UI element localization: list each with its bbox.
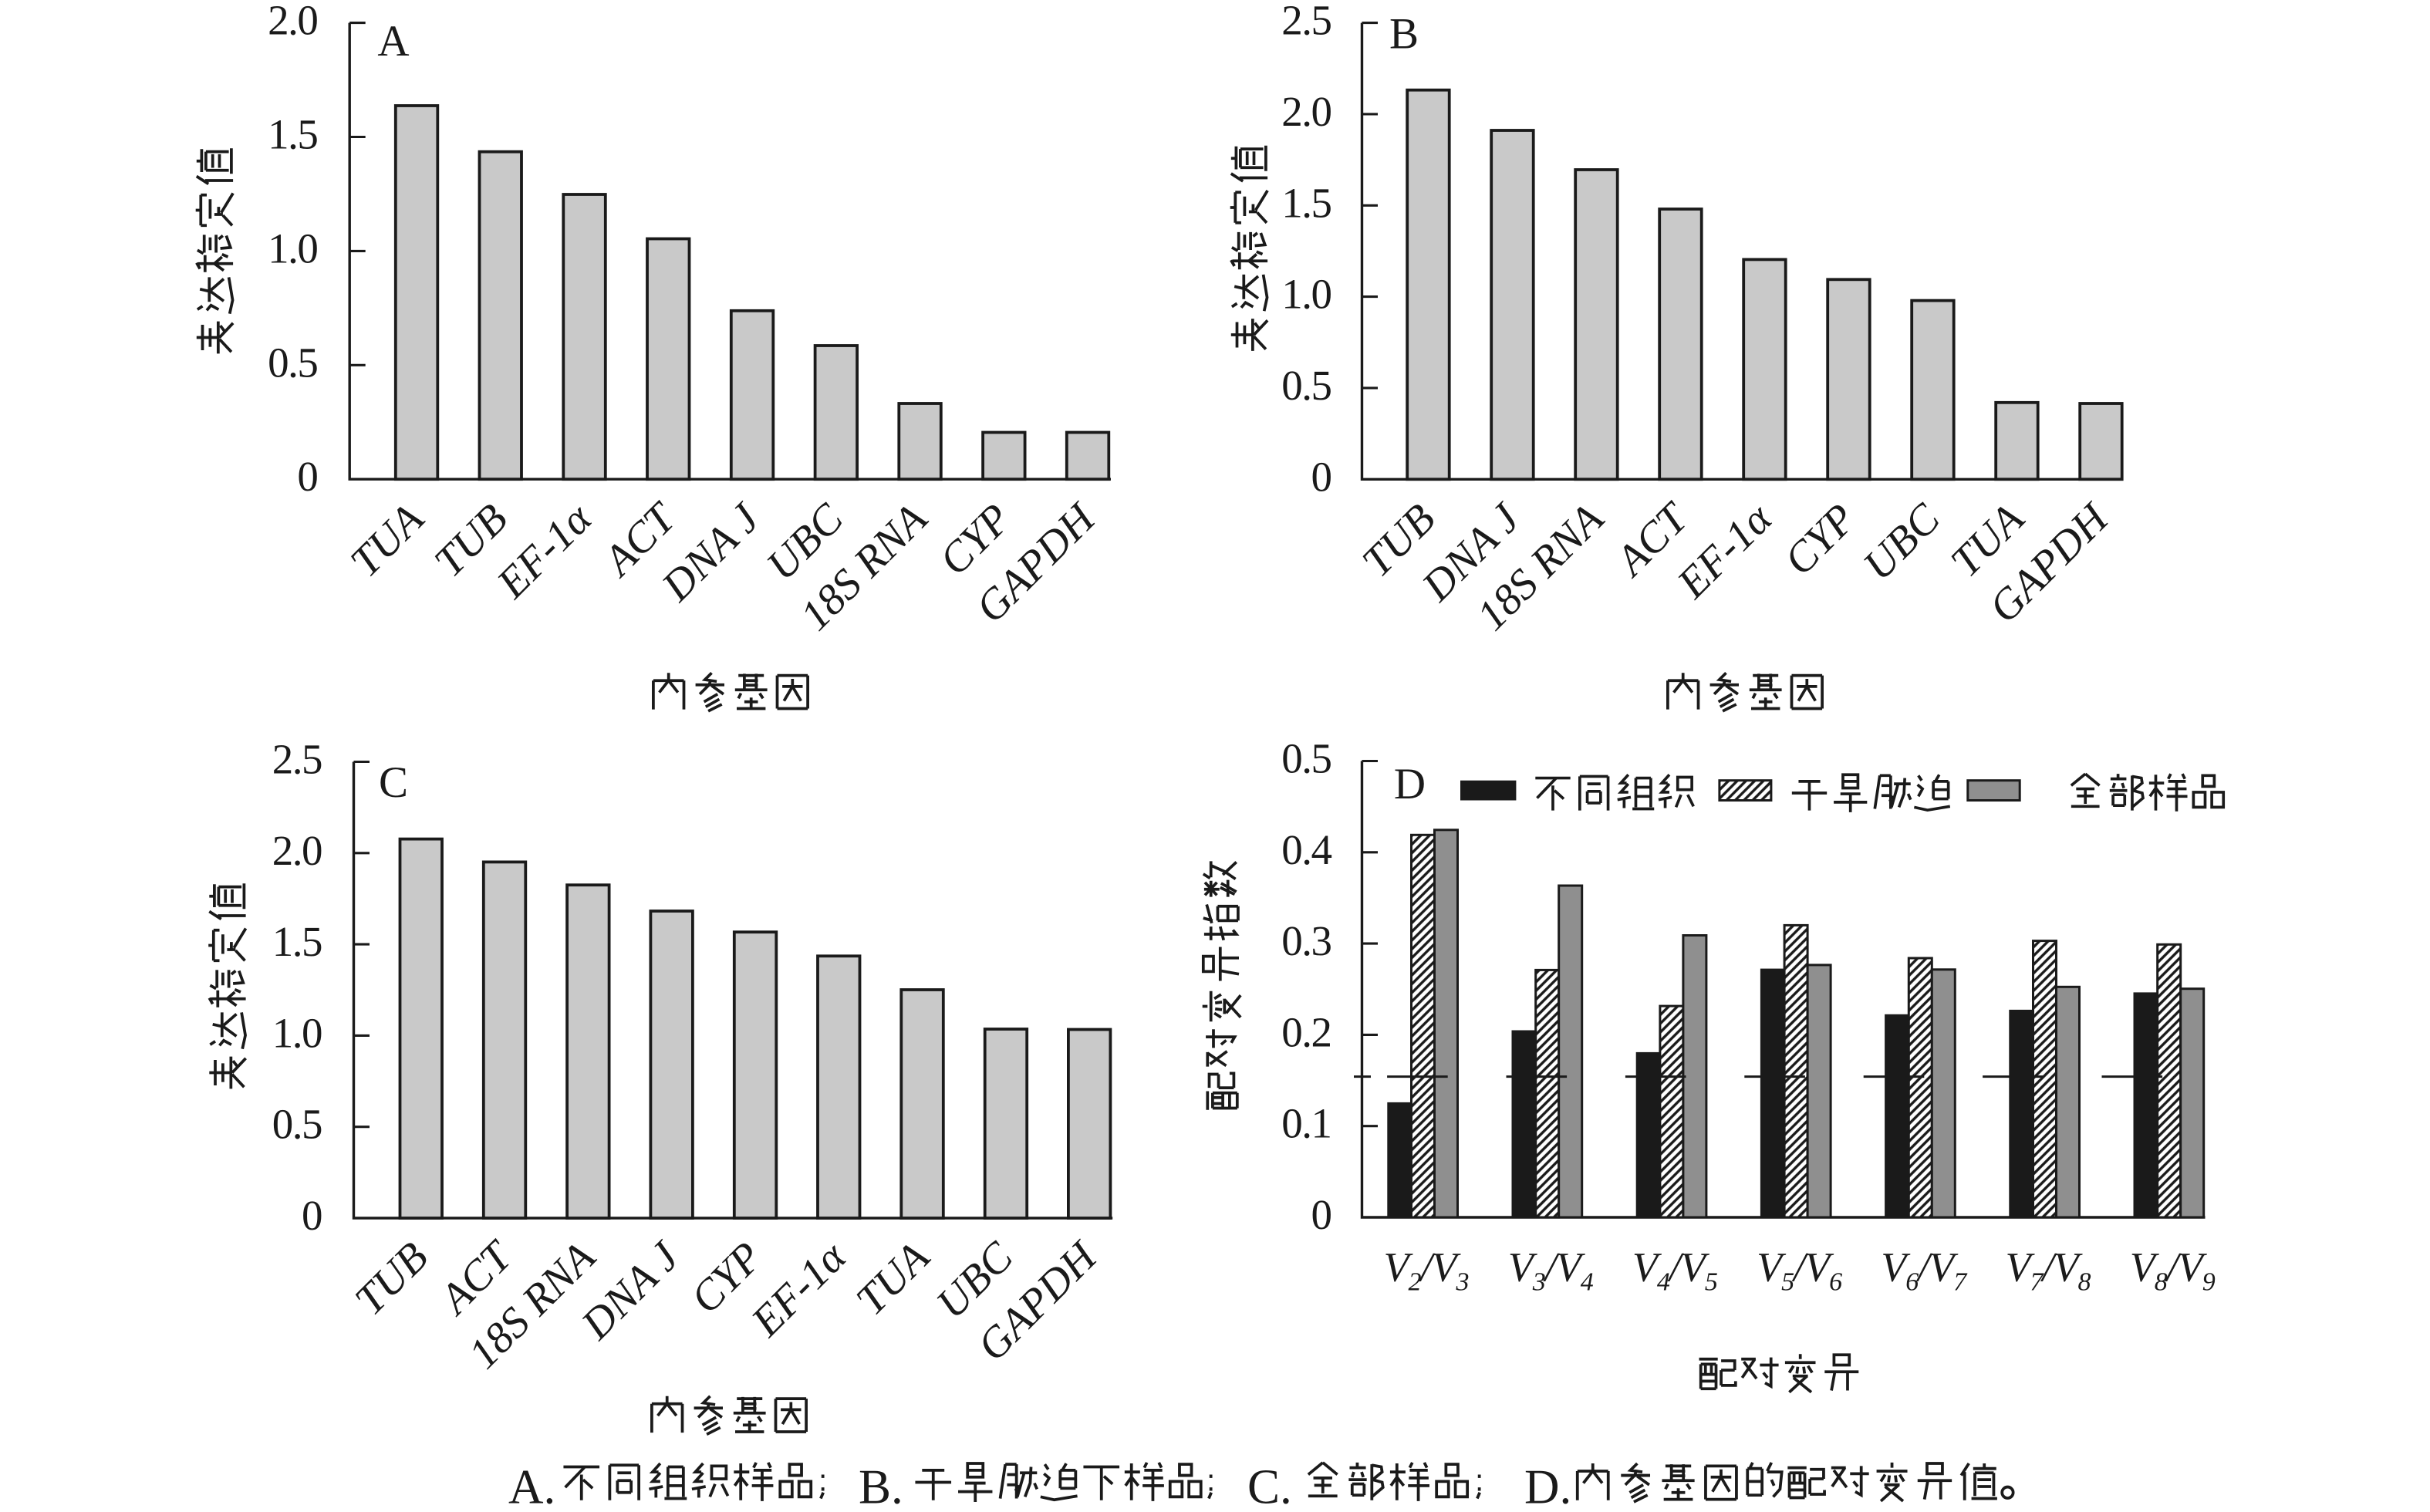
- svg-text:A.: A.: [508, 1460, 555, 1512]
- svg-text:C: C: [379, 758, 408, 807]
- svg-text:V8/V9: V8/V9: [2130, 1244, 2216, 1297]
- svg-text:2.0: 2.0: [1281, 88, 1331, 135]
- svg-text:DNA J: DNA J: [572, 1231, 690, 1349]
- svg-text:0.1: 0.1: [1281, 1100, 1331, 1147]
- svg-text:V2/V3: V2/V3: [1384, 1244, 1469, 1297]
- svg-text:2.5: 2.5: [272, 736, 322, 783]
- svg-text:TUA: TUA: [342, 494, 434, 586]
- svg-text:2.0: 2.0: [268, 0, 317, 44]
- svg-text:1.0: 1.0: [272, 1009, 322, 1056]
- svg-text:V5/V6: V5/V6: [1757, 1244, 1842, 1297]
- svg-text:V4/V5: V4/V5: [1632, 1244, 1717, 1297]
- svg-text:D.: D.: [1524, 1460, 1571, 1512]
- svg-text:TUB: TUB: [346, 1233, 437, 1325]
- svg-text:2.5: 2.5: [1281, 0, 1331, 44]
- svg-text:0.5: 0.5: [1281, 362, 1331, 409]
- svg-text:UBC: UBC: [1855, 494, 1949, 589]
- svg-text:1.0: 1.0: [1281, 271, 1331, 318]
- svg-text:0.2: 0.2: [1281, 1008, 1331, 1055]
- svg-text:EF-1α: EF-1α: [742, 1232, 856, 1346]
- svg-text:0.5: 0.5: [268, 339, 317, 386]
- svg-text:B.: B.: [859, 1460, 903, 1512]
- svg-text:1.0: 1.0: [268, 224, 317, 272]
- svg-text:0.5: 0.5: [1281, 735, 1331, 782]
- svg-text:V7/V8: V7/V8: [2006, 1244, 2091, 1297]
- svg-text:CYP: CYP: [1775, 494, 1865, 584]
- svg-text:1.5: 1.5: [268, 111, 317, 158]
- svg-text:0: 0: [1311, 453, 1331, 500]
- svg-text:0: 0: [302, 1192, 322, 1239]
- svg-text:C.: C.: [1247, 1460, 1292, 1512]
- svg-text:1.5: 1.5: [1281, 179, 1331, 226]
- svg-text:0.3: 0.3: [1281, 917, 1331, 964]
- svg-text:A: A: [377, 17, 409, 66]
- svg-text:V6/V7: V6/V7: [1881, 1244, 1968, 1297]
- svg-text:0.4: 0.4: [1281, 826, 1331, 873]
- svg-text:D: D: [1394, 760, 1426, 808]
- svg-text:TUA: TUA: [847, 1233, 939, 1325]
- svg-text:0.5: 0.5: [272, 1101, 322, 1148]
- svg-text:0: 0: [297, 453, 317, 500]
- svg-text:EF-1α: EF-1α: [1668, 494, 1782, 608]
- svg-text:0: 0: [1311, 1191, 1331, 1238]
- svg-text:1.5: 1.5: [272, 918, 322, 965]
- svg-text:2.0: 2.0: [272, 827, 322, 874]
- svg-text:EF-1α: EF-1α: [488, 494, 602, 608]
- svg-text:DNA J: DNA J: [653, 493, 771, 611]
- svg-text:B: B: [1389, 10, 1419, 59]
- svg-text:V3/V4: V3/V4: [1508, 1244, 1594, 1297]
